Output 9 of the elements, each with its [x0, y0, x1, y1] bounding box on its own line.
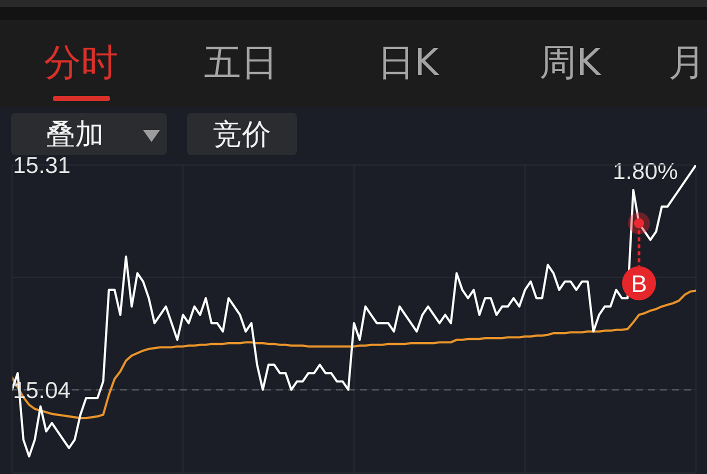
tab[interactable]: 日K	[377, 44, 439, 82]
tab[interactable]: 周K	[539, 44, 601, 82]
annotation: B	[631, 270, 648, 298]
tab[interactable]: 月	[668, 44, 706, 82]
y-tick-label: 15.31	[13, 152, 71, 178]
dropdown-button[interactable]: 叠加	[11, 113, 167, 155]
button[interactable]: 竞价	[187, 113, 297, 155]
tab[interactable]: 分时	[44, 44, 118, 82]
tab[interactable]: 五日	[204, 44, 278, 82]
